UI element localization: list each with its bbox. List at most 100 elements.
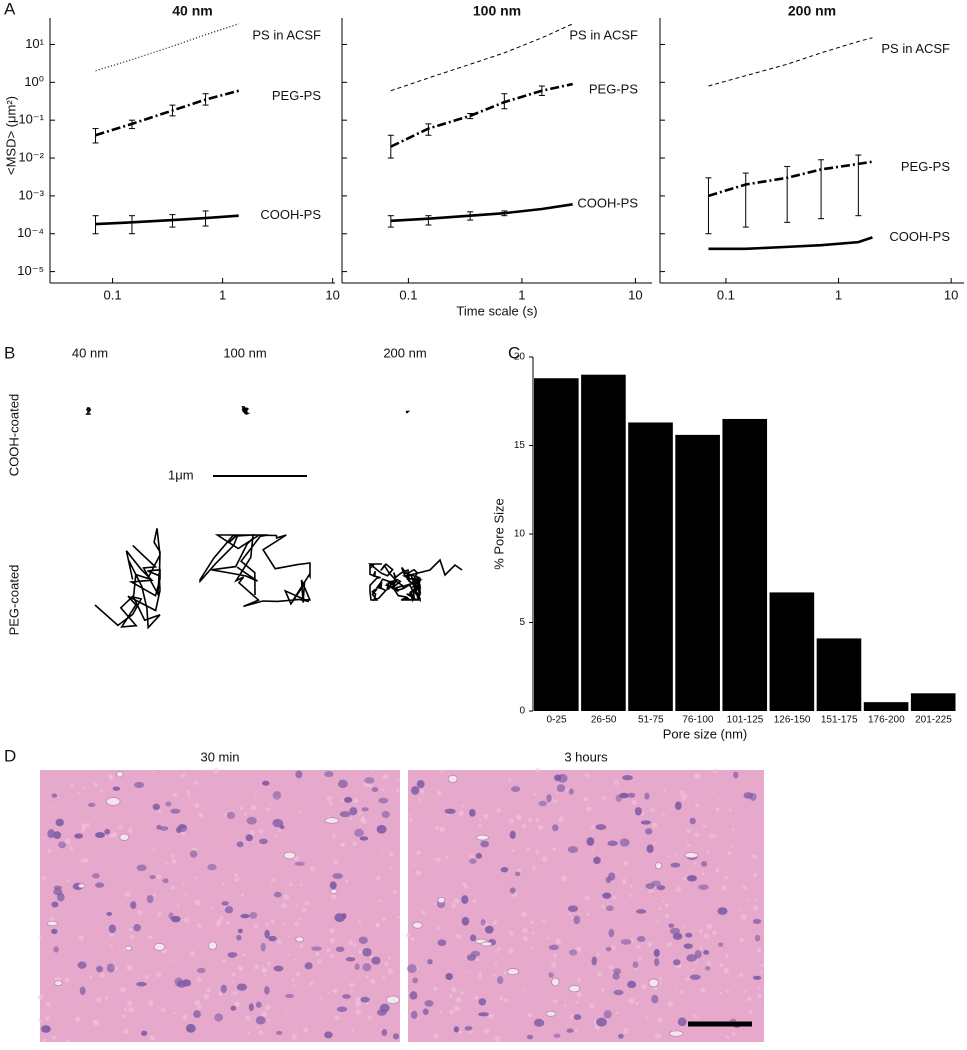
vacuole xyxy=(153,942,166,951)
vacuole xyxy=(54,980,63,986)
texture xyxy=(693,861,697,865)
texture xyxy=(299,883,303,887)
series-label: PEG-PS xyxy=(589,81,638,96)
cell xyxy=(349,807,358,816)
texture xyxy=(99,789,103,793)
texture xyxy=(309,981,314,986)
texture xyxy=(530,920,535,925)
texture xyxy=(166,862,169,866)
texture xyxy=(758,999,761,1002)
texture xyxy=(725,954,729,958)
histology-image xyxy=(408,770,764,1042)
cell xyxy=(141,1030,148,1036)
texture xyxy=(81,823,86,828)
cell xyxy=(227,952,238,958)
texture xyxy=(213,767,219,774)
texture xyxy=(148,935,153,940)
texture xyxy=(458,1030,463,1035)
vacuole xyxy=(568,984,581,993)
cell xyxy=(701,861,708,867)
texture xyxy=(523,936,528,941)
texture xyxy=(405,932,411,938)
texture xyxy=(354,799,358,804)
cell xyxy=(381,810,390,819)
vacuole xyxy=(208,941,218,950)
texture xyxy=(601,987,605,992)
cell xyxy=(595,824,607,831)
texture xyxy=(194,876,198,879)
texture xyxy=(744,990,747,993)
texture xyxy=(629,894,633,898)
cell xyxy=(362,963,372,972)
cell xyxy=(55,818,64,827)
texture xyxy=(658,1034,662,1039)
texture xyxy=(694,960,698,964)
cell xyxy=(603,1010,612,1019)
cell xyxy=(613,989,624,996)
cell xyxy=(553,1033,561,1038)
texture xyxy=(118,824,123,829)
texture xyxy=(681,793,688,800)
texture xyxy=(66,1039,70,1043)
cell xyxy=(92,873,100,879)
cell xyxy=(651,994,659,1004)
texture xyxy=(261,967,268,974)
texture xyxy=(326,795,333,802)
texture xyxy=(638,956,643,961)
texture xyxy=(563,1004,567,1007)
bar xyxy=(816,638,862,711)
texture xyxy=(203,993,210,1000)
y-tick-label: 5 xyxy=(519,617,525,628)
cell xyxy=(304,962,313,970)
texture xyxy=(731,1032,736,1036)
texture xyxy=(517,868,522,873)
texture xyxy=(421,910,426,915)
texture xyxy=(119,986,126,993)
texture xyxy=(574,1028,578,1032)
texture xyxy=(294,922,300,927)
cell xyxy=(96,965,104,973)
texture xyxy=(108,774,113,779)
cell xyxy=(159,826,169,831)
texture xyxy=(676,988,679,991)
texture xyxy=(254,796,257,799)
texture xyxy=(691,968,695,972)
cell xyxy=(237,928,243,934)
texture xyxy=(739,937,744,943)
texture xyxy=(93,1020,100,1027)
texture xyxy=(326,947,331,953)
texture xyxy=(354,1001,361,1008)
texture xyxy=(679,989,684,994)
bar xyxy=(769,592,815,711)
texture xyxy=(583,797,588,802)
cell xyxy=(608,872,616,881)
texture xyxy=(706,923,713,930)
cell xyxy=(51,928,58,935)
cell xyxy=(703,949,710,955)
series-line xyxy=(390,203,573,223)
vacuole xyxy=(124,945,133,951)
cell xyxy=(620,938,632,945)
texture xyxy=(656,920,659,923)
texture xyxy=(719,962,724,967)
y-tick-label: 10⁰ xyxy=(24,74,44,89)
texture xyxy=(416,850,422,856)
series-line xyxy=(708,37,873,87)
cell xyxy=(264,986,270,995)
cell xyxy=(196,967,206,974)
texture xyxy=(712,930,717,936)
texture xyxy=(521,824,527,829)
cell xyxy=(596,1017,607,1027)
texture xyxy=(350,989,353,993)
texture xyxy=(253,964,260,970)
texture xyxy=(263,974,266,977)
cell xyxy=(480,918,486,926)
texture xyxy=(653,986,658,991)
texture xyxy=(357,920,362,924)
cell xyxy=(422,1008,429,1016)
texture xyxy=(451,986,457,993)
column-title: 200 nm xyxy=(383,345,426,360)
texture xyxy=(96,997,101,1003)
vacuole xyxy=(654,862,663,870)
texture xyxy=(288,954,291,957)
